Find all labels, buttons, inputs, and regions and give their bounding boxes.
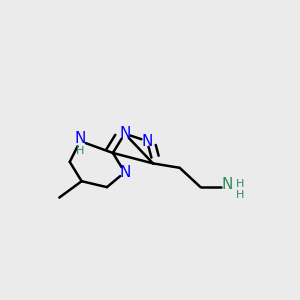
Text: N: N [222, 177, 233, 192]
Text: H: H [236, 179, 244, 189]
Text: N: N [141, 134, 153, 148]
Text: N: N [119, 126, 130, 141]
Text: N: N [119, 165, 130, 180]
Text: H: H [236, 190, 244, 200]
Text: N: N [74, 130, 86, 146]
Text: H: H [76, 146, 84, 157]
